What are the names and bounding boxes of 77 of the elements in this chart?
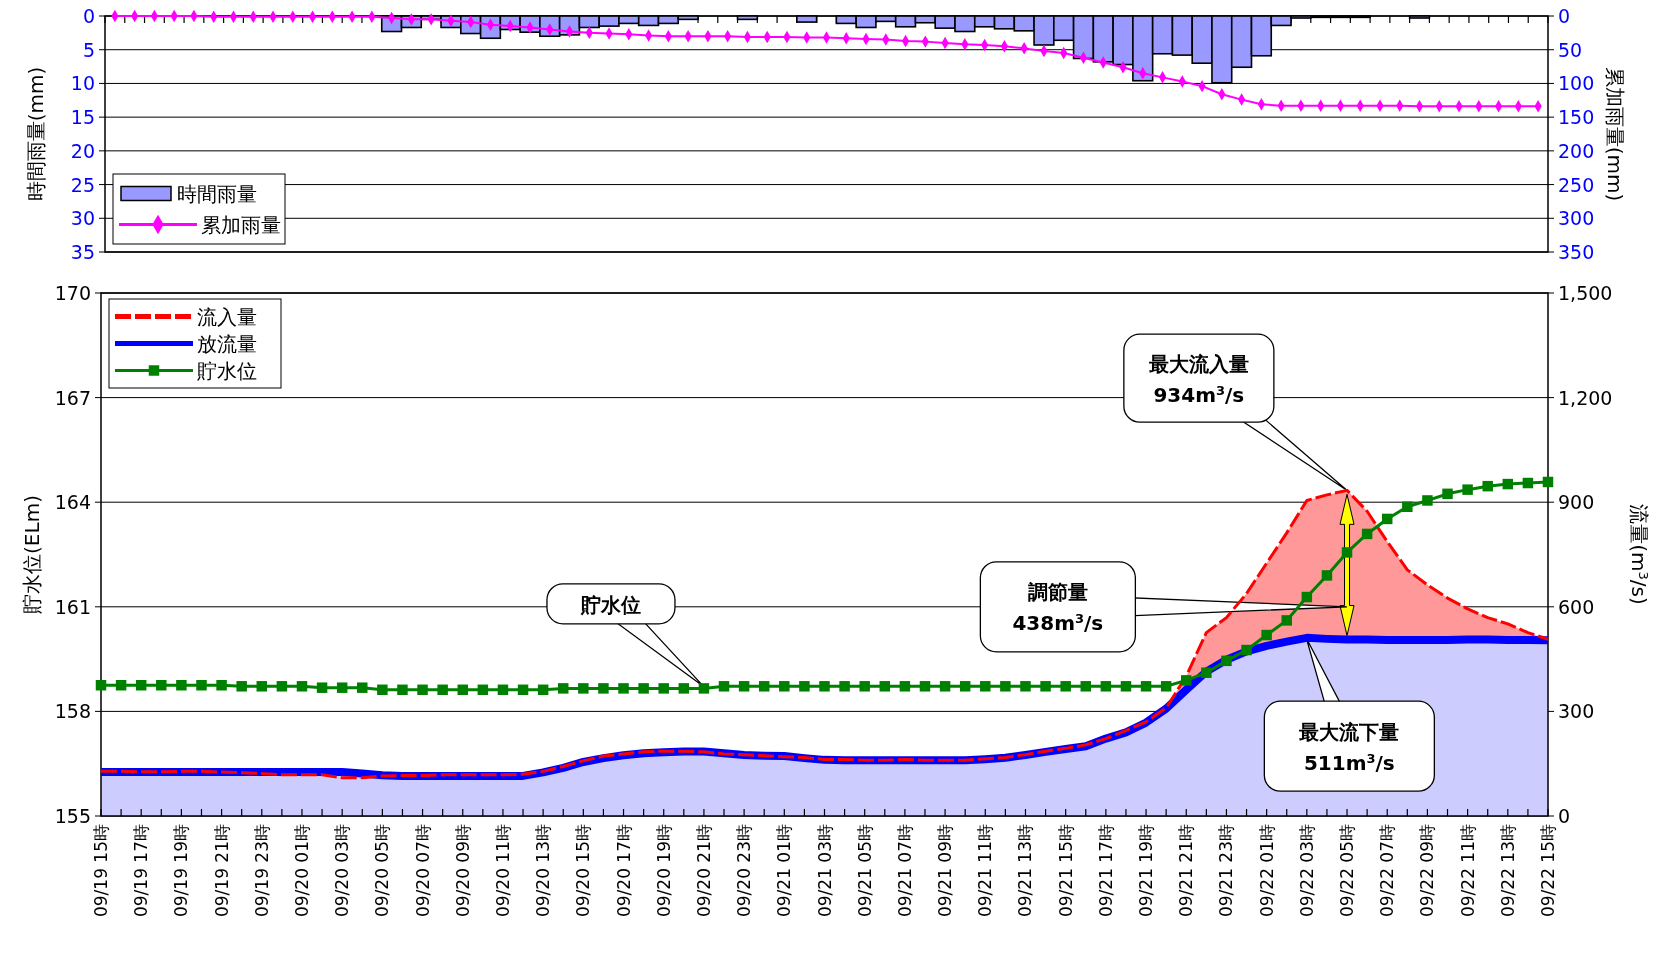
- annotation: 最大流下量 511m$^{3}$/s: [1298, 719, 1400, 775]
- legend-label: 放流量: [197, 331, 257, 356]
- x-tick-label: 09/20 09時: [452, 824, 473, 918]
- x-tick-label: 09/22 15時: [1538, 824, 1558, 918]
- y-tick-label: 164: [54, 491, 91, 514]
- y2-tick-label: 300: [1558, 700, 1595, 723]
- y-tick-label: 35: [70, 241, 95, 263]
- x-tick-label: 09/20 01時: [291, 824, 312, 918]
- x-tick-label: 09/22 11時: [1457, 824, 1478, 918]
- y2-tick-label: 150: [1558, 106, 1595, 129]
- legend-label: 累加雨量: [201, 212, 281, 237]
- x-tick-label: 09/20 19時: [653, 824, 674, 918]
- legend-label: 時間雨量: [177, 181, 257, 206]
- annotation: 最大流入量 934m$^{3}$/s: [1147, 351, 1249, 407]
- y-tick-label: 30: [70, 207, 95, 230]
- y2-tick-label: 350: [1558, 241, 1595, 263]
- y2-tick-label: 100: [1558, 72, 1595, 95]
- x-tick-label: 09/20 15時: [573, 824, 594, 918]
- x-tick-label: 09/22 05時: [1337, 824, 1358, 918]
- legend-label: 貯水位: [197, 358, 257, 383]
- x-tick-label: 09/19 21時: [211, 824, 232, 918]
- x-tick-label: 09/21 11時: [975, 824, 996, 918]
- y-tick-label: 10: [70, 72, 95, 95]
- y-axis-title: 貯水位(ELm): [20, 495, 44, 614]
- y-tick-label: 15: [70, 106, 95, 129]
- y2-axis-title: 累加雨量(mm): [1603, 66, 1627, 202]
- legend-label: 流入量: [197, 304, 257, 329]
- x-tick-label: 09/19 19時: [171, 824, 192, 918]
- y2-tick-label: 200: [1558, 139, 1595, 162]
- y2-tick-label: 250: [1558, 173, 1595, 196]
- x-tick-label: 09/20 23時: [734, 824, 755, 918]
- x-tick-label: 09/21 03時: [814, 824, 835, 918]
- x-tick-label: 09/21 23時: [1216, 824, 1237, 918]
- x-tick-label: 09/22 03時: [1296, 824, 1317, 918]
- x-tick-label: 09/20 11時: [492, 824, 513, 918]
- y2-tick-label: 1,500: [1558, 282, 1613, 304]
- y2-tick-label: 0: [1558, 5, 1571, 27]
- y2-tick-label: 900: [1558, 491, 1595, 514]
- y2-tick-label: 1,200: [1558, 386, 1613, 409]
- y-tick-label: 170: [54, 282, 91, 304]
- x-tick-label: 09/20 03時: [332, 824, 353, 918]
- y-tick-label: 20: [70, 139, 95, 162]
- x-tick-label: 09/19 15時: [91, 824, 111, 918]
- y-axis-title: 時間雨量(mm): [24, 66, 48, 202]
- x-tick-label: 09/19 23時: [251, 824, 272, 918]
- y2-tick-label: 50: [1558, 38, 1583, 61]
- x-tick-label: 09/20 13時: [533, 824, 554, 918]
- x-tick-label: 09/22 07時: [1377, 824, 1398, 918]
- x-tick-label: 09/20 17時: [613, 824, 634, 918]
- y-tick-label: 5: [82, 38, 95, 61]
- x-tick-label: 09/21 21時: [1176, 824, 1197, 918]
- x-tick-label: 09/20 07時: [412, 824, 433, 918]
- y-tick-label: 158: [54, 700, 91, 723]
- y-tick-label: 155: [54, 805, 91, 827]
- y-tick-label: 161: [54, 595, 91, 618]
- x-tick-label: 09/20 05時: [372, 824, 393, 918]
- x-tick-label: 09/21 01時: [774, 824, 795, 918]
- x-tick-label: 09/22 13時: [1497, 824, 1518, 918]
- x-tick-label: 09/20 21時: [693, 824, 714, 918]
- x-tick-label: 09/21 05時: [854, 824, 875, 918]
- x-tick-label: 09/21 19時: [1136, 824, 1157, 918]
- x-tick-label: 09/22 01時: [1256, 824, 1277, 918]
- x-tick-label: 09/19 17時: [131, 824, 152, 918]
- annotation: 貯水位: [579, 592, 641, 617]
- y-tick-label: 25: [70, 173, 95, 196]
- x-tick-label: 09/21 15時: [1055, 824, 1076, 918]
- y2-tick-label: 300: [1558, 207, 1595, 230]
- y-tick-label: 167: [54, 386, 91, 409]
- x-tick-label: 09/22 09時: [1417, 824, 1438, 918]
- y-tick-label: 0: [82, 5, 95, 27]
- x-tick-label: 09/21 17時: [1095, 824, 1116, 918]
- x-tick-label: 09/21 07時: [894, 824, 915, 918]
- annotation: 調節量 438m$^{3}$/s: [1012, 580, 1104, 636]
- x-tick-label: 09/21 13時: [1015, 824, 1036, 918]
- y2-tick-label: 600: [1558, 595, 1595, 618]
- y2-tick-label: 0: [1558, 805, 1571, 827]
- x-tick-label: 09/21 09時: [935, 824, 956, 918]
